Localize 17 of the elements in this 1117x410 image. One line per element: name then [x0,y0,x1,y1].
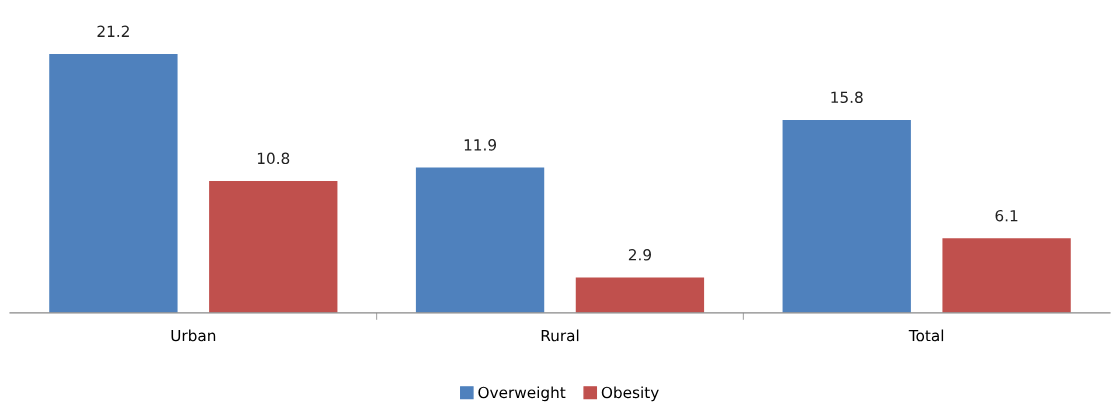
x-tick-label: Total [908,329,944,342]
data-label: 6.1 [995,209,1018,222]
x-tick-label: Rural [541,329,579,342]
bar [575,277,705,313]
legend-label: Overweight [478,386,566,402]
data-label: 11.9 [464,139,496,151]
x-tick-label: Urban [171,329,216,342]
legend-label: Obesity [601,386,659,402]
bar [209,180,338,313]
data-label: 21.2 [97,25,129,37]
data-label: 10.8 [257,152,290,165]
bar [49,53,178,313]
bar [782,119,911,313]
data-label: 15.8 [831,91,863,104]
bar [942,238,1071,313]
data-label: 2.9 [628,249,652,261]
bar [415,167,545,313]
